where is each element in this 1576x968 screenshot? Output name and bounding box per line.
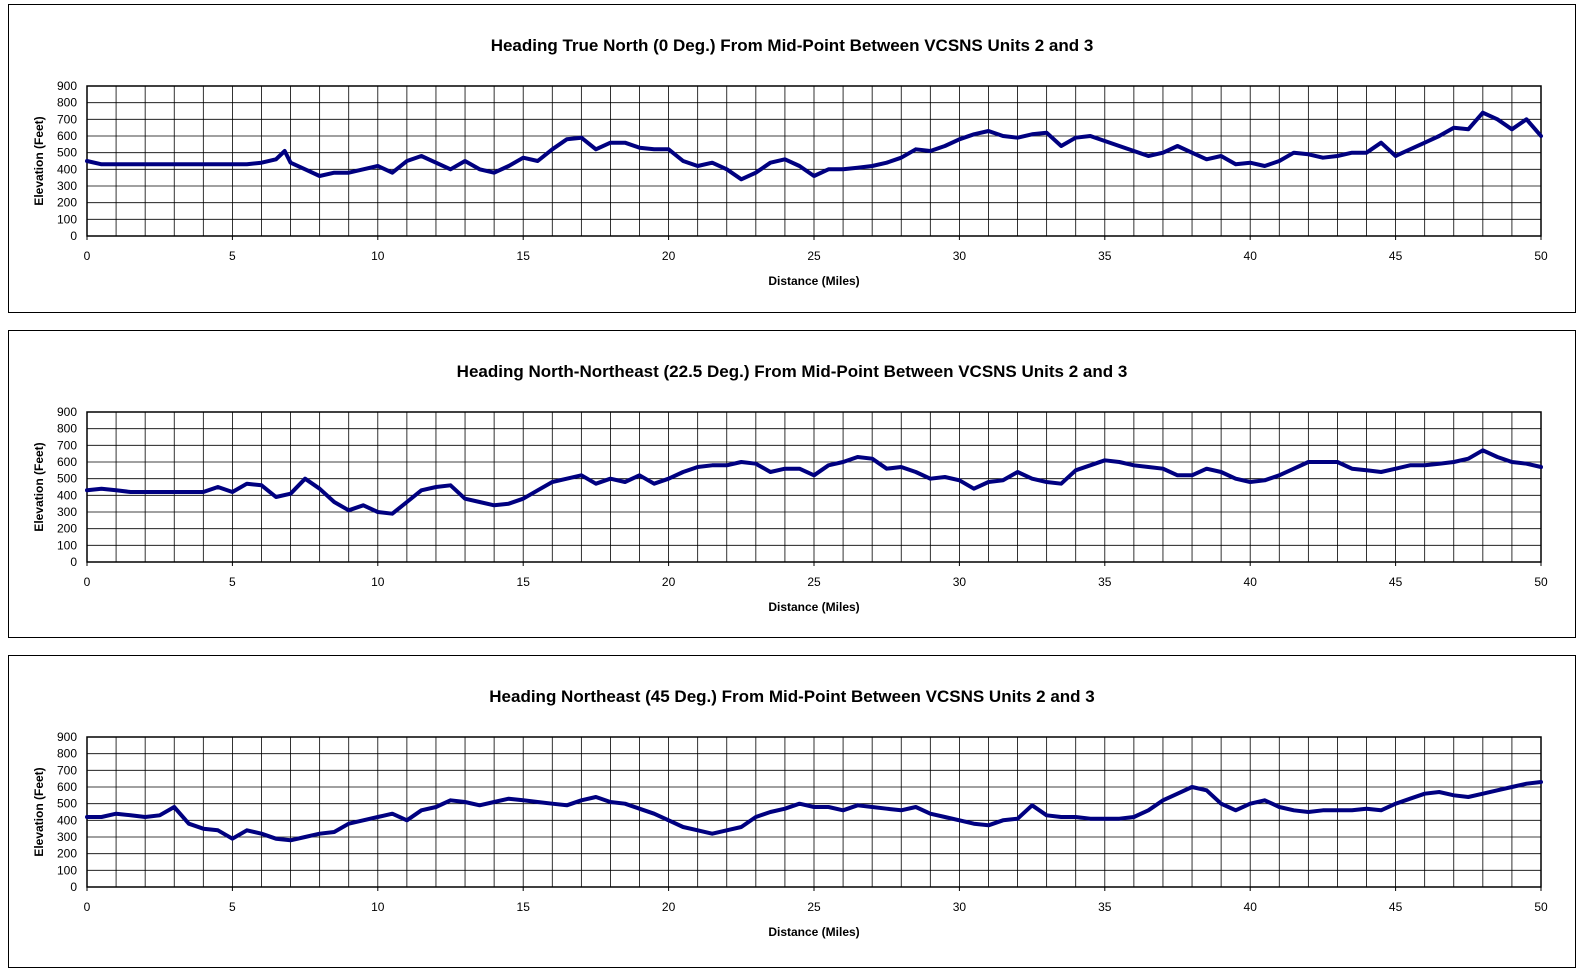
y-tick-label: 800 xyxy=(57,422,77,436)
chart-panel-north: Heading True North (0 Deg.) From Mid-Poi… xyxy=(8,4,1576,313)
y-tick-label: 800 xyxy=(57,747,77,761)
y-tick-label: 900 xyxy=(57,405,77,419)
y-tick-label: 200 xyxy=(57,196,77,210)
x-tick-label: 45 xyxy=(1389,575,1403,589)
x-axis-label: Distance (Miles) xyxy=(768,600,859,614)
x-tick-label: 25 xyxy=(807,900,821,914)
x-tick-label: 10 xyxy=(371,900,385,914)
y-tick-label: 500 xyxy=(57,146,77,160)
y-tick-label: 500 xyxy=(57,797,77,811)
elevation-series-line xyxy=(85,780,1543,843)
y-tick-label: 400 xyxy=(57,813,77,827)
chart-title: Heading North-Northeast (22.5 Deg.) From… xyxy=(457,362,1128,381)
y-tick-label: 100 xyxy=(57,538,77,552)
y-tick-label: 600 xyxy=(57,780,77,794)
y-tick-label: 500 xyxy=(57,472,77,486)
x-tick-label: 20 xyxy=(662,249,676,263)
y-tick-label: 0 xyxy=(70,880,77,894)
x-tick-label: 0 xyxy=(84,249,91,263)
chart-title: Heading Northeast (45 Deg.) From Mid-Poi… xyxy=(489,687,1094,706)
y-axis-label: Elevation (Feet) xyxy=(32,116,46,205)
chart-title: Heading True North (0 Deg.) From Mid-Poi… xyxy=(491,36,1094,55)
y-tick-label: 100 xyxy=(57,863,77,877)
y-tick-label: 700 xyxy=(57,763,77,777)
x-tick-label: 30 xyxy=(953,900,967,914)
y-tick-label: 700 xyxy=(57,112,77,126)
y-tick-label: 800 xyxy=(57,96,77,110)
x-tick-label: 10 xyxy=(371,575,385,589)
x-axis-label: Distance (Miles) xyxy=(768,925,859,939)
x-tick-label: 40 xyxy=(1244,900,1258,914)
chart-north-northeast-svg: Heading North-Northeast (22.5 Deg.) From… xyxy=(32,362,1548,614)
y-tick-label: 300 xyxy=(57,830,77,844)
x-tick-label: 15 xyxy=(517,575,531,589)
x-tick-label: 50 xyxy=(1534,249,1548,263)
y-tick-label: 900 xyxy=(57,730,77,744)
y-axis-label: Elevation (Feet) xyxy=(32,442,46,531)
y-tick-label: 300 xyxy=(57,179,77,193)
x-tick-label: 10 xyxy=(371,249,385,263)
y-tick-label: 0 xyxy=(70,229,77,243)
x-tick-label: 0 xyxy=(84,900,91,914)
y-tick-label: 100 xyxy=(57,212,77,226)
x-tick-label: 20 xyxy=(662,900,676,914)
chart-north-svg: Heading True North (0 Deg.) From Mid-Poi… xyxy=(32,36,1548,288)
y-tick-label: 400 xyxy=(57,162,77,176)
y-tick-label: 200 xyxy=(57,522,77,536)
y-tick-label: 300 xyxy=(57,505,77,519)
x-tick-label: 45 xyxy=(1389,900,1403,914)
y-tick-label: 900 xyxy=(57,79,77,93)
x-tick-label: 20 xyxy=(662,575,676,589)
x-tick-label: 5 xyxy=(229,575,236,589)
elevation-series-line xyxy=(85,448,1543,516)
x-tick-label: 0 xyxy=(84,575,91,589)
x-tick-label: 15 xyxy=(517,249,531,263)
x-tick-label: 50 xyxy=(1534,575,1548,589)
chart-northeast-svg: Heading Northeast (45 Deg.) From Mid-Poi… xyxy=(32,687,1548,939)
chart-panel-northeast: Heading Northeast (45 Deg.) From Mid-Poi… xyxy=(8,655,1576,968)
y-tick-label: 700 xyxy=(57,438,77,452)
x-tick-label: 50 xyxy=(1534,900,1548,914)
x-tick-label: 5 xyxy=(229,900,236,914)
x-tick-label: 15 xyxy=(517,900,531,914)
x-tick-label: 5 xyxy=(229,249,236,263)
y-tick-label: 600 xyxy=(57,455,77,469)
x-tick-label: 35 xyxy=(1098,900,1112,914)
x-tick-label: 40 xyxy=(1244,575,1258,589)
x-tick-label: 40 xyxy=(1244,249,1258,263)
chart-panel-north-northeast: Heading North-Northeast (22.5 Deg.) From… xyxy=(8,330,1576,638)
y-tick-label: 400 xyxy=(57,488,77,502)
x-tick-label: 25 xyxy=(807,575,821,589)
y-tick-label: 0 xyxy=(70,555,77,569)
y-tick-label: 600 xyxy=(57,129,77,143)
x-tick-label: 30 xyxy=(953,249,967,263)
y-axis-label: Elevation (Feet) xyxy=(32,767,46,856)
x-tick-label: 30 xyxy=(953,575,967,589)
elevation-series-line xyxy=(85,110,1543,182)
x-tick-label: 35 xyxy=(1098,575,1112,589)
x-tick-label: 45 xyxy=(1389,249,1403,263)
x-tick-label: 35 xyxy=(1098,249,1112,263)
x-tick-label: 25 xyxy=(807,249,821,263)
y-tick-label: 200 xyxy=(57,847,77,861)
x-axis-label: Distance (Miles) xyxy=(768,274,859,288)
